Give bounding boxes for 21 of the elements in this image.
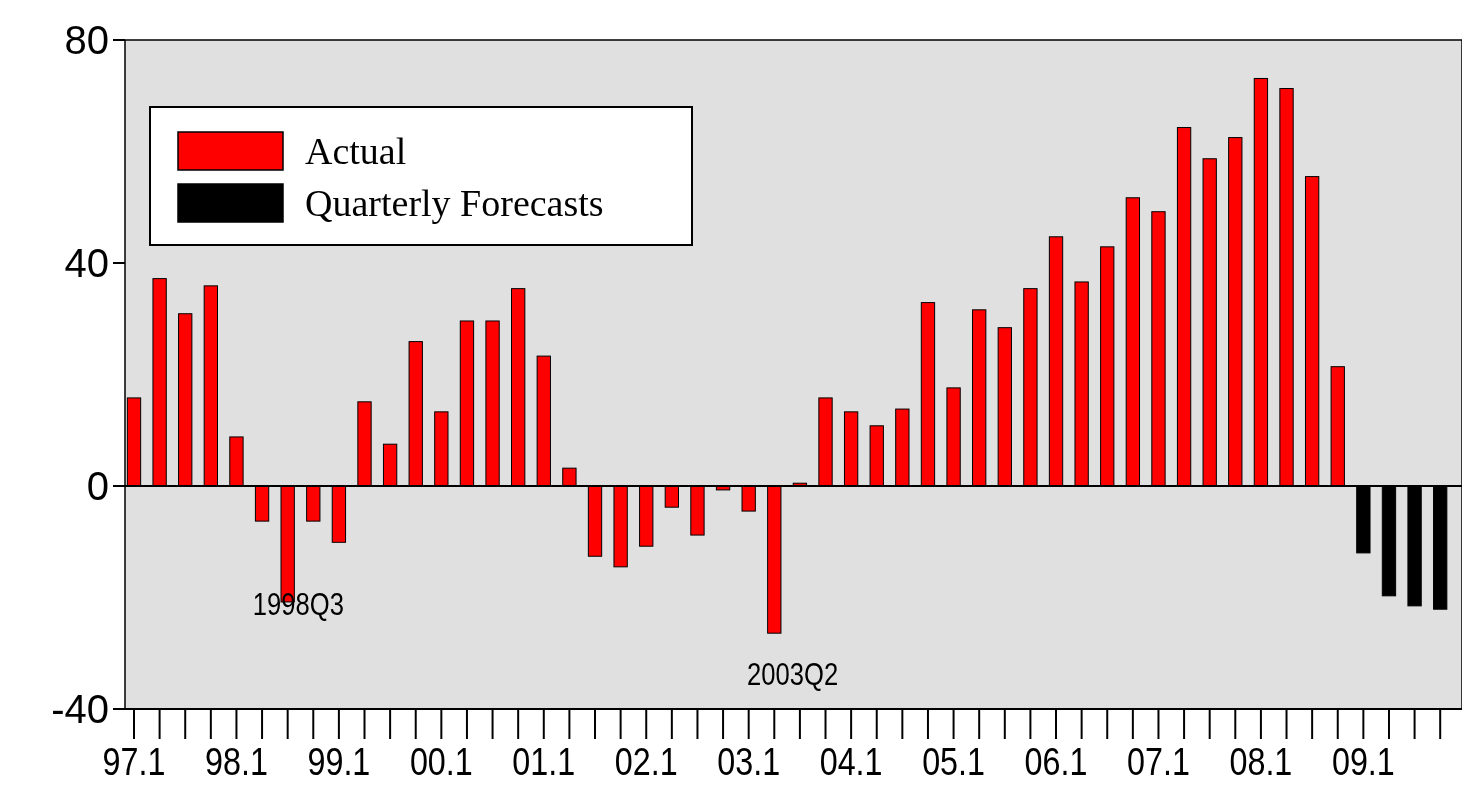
x-tick-label: 09.1 (1331, 740, 1395, 783)
x-tick-label: 02.1 (614, 740, 678, 783)
y-tick-label: 40 (64, 241, 109, 285)
x-tick-label: 98.1 (205, 740, 268, 783)
x-tick-label: 03.1 (717, 740, 781, 783)
x-tick-label: 00.1 (409, 740, 473, 783)
legend-label: Actual (305, 130, 407, 172)
x-tick-label: 05.1 (922, 740, 985, 783)
legend-label: Quarterly Forecasts (305, 182, 604, 224)
x-tick-label: 97.1 (102, 740, 166, 783)
annotation: 1998Q3 (252, 586, 344, 622)
y-tick-label: 0 (86, 464, 109, 508)
x-tick-label: 01.1 (512, 740, 576, 783)
x-tick-label: 06.1 (1024, 740, 1088, 783)
x-tick-label: 07.1 (1127, 740, 1190, 783)
x-tick-label: 08.1 (1229, 740, 1293, 783)
x-tick-label: 99.1 (307, 740, 371, 783)
y-tick-label: -40 (51, 687, 109, 731)
y-tick-label: 80 (64, 18, 109, 62)
annotation: 2003Q2 (747, 656, 839, 692)
x-tick-label: 04.1 (819, 740, 883, 783)
